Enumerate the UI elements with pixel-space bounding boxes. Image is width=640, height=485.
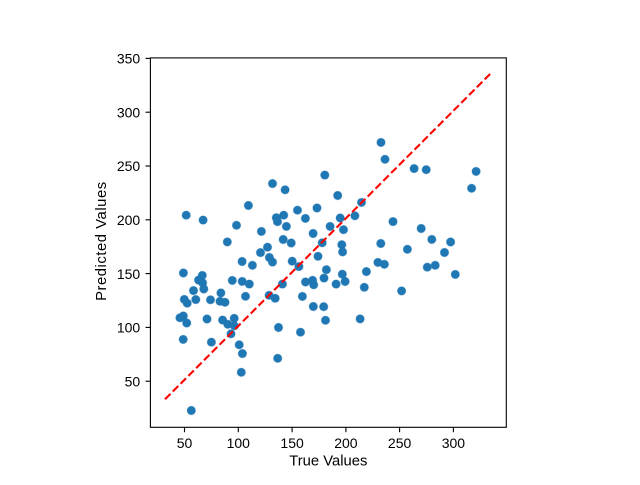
svg-text:50: 50 [125,373,141,389]
svg-text:300: 300 [442,435,466,451]
svg-text:250: 250 [117,158,141,174]
svg-text:True Values: True Values [289,454,367,470]
svg-text:200: 200 [334,435,358,451]
svg-text:150: 150 [280,435,304,451]
svg-text:150: 150 [117,266,141,282]
svg-text:100: 100 [117,320,141,336]
svg-text:Predicted Values: Predicted Values [94,181,110,301]
svg-text:250: 250 [388,435,412,451]
svg-text:300: 300 [117,104,141,120]
svg-text:200: 200 [117,212,141,228]
svg-text:100: 100 [227,435,251,451]
svg-text:50: 50 [177,435,193,451]
svg-text:350: 350 [117,51,141,67]
